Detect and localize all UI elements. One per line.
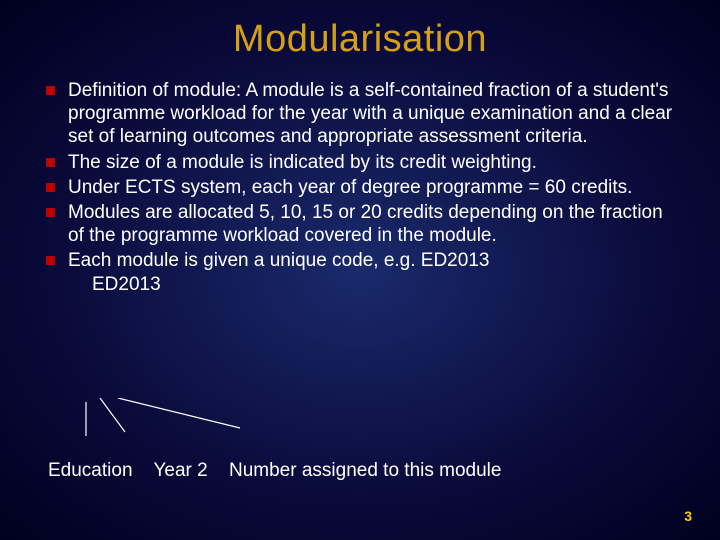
annotation-lines <box>70 398 270 448</box>
bullet-item: Definition of module: A module is a self… <box>68 79 680 149</box>
bullet-item: Under ECTS system, each year of degree p… <box>68 176 680 199</box>
annotation-label: Education <box>48 460 133 481</box>
annotation-line <box>100 398 125 432</box>
bullet-list: Definition of module: A module is a self… <box>40 79 680 272</box>
slide-container: Modularisation Definition of module: A m… <box>0 0 720 540</box>
bullet-item: Modules are allocated 5, 10, 15 or 20 cr… <box>68 201 680 247</box>
annotation-label: Year 2 <box>153 460 207 481</box>
bullet-item: The size of a module is indicated by its… <box>68 151 680 174</box>
bullet-item: Each module is given a unique code, e.g.… <box>68 249 680 272</box>
annotation-labels: Education Year 2 Number assigned to this… <box>48 460 517 482</box>
page-number: 3 <box>684 508 692 524</box>
annotation-line <box>118 398 240 428</box>
slide-title: Modularisation <box>40 18 680 61</box>
annotation-label: Number assigned to this module <box>229 460 501 481</box>
code-example: ED2013 <box>92 274 680 296</box>
